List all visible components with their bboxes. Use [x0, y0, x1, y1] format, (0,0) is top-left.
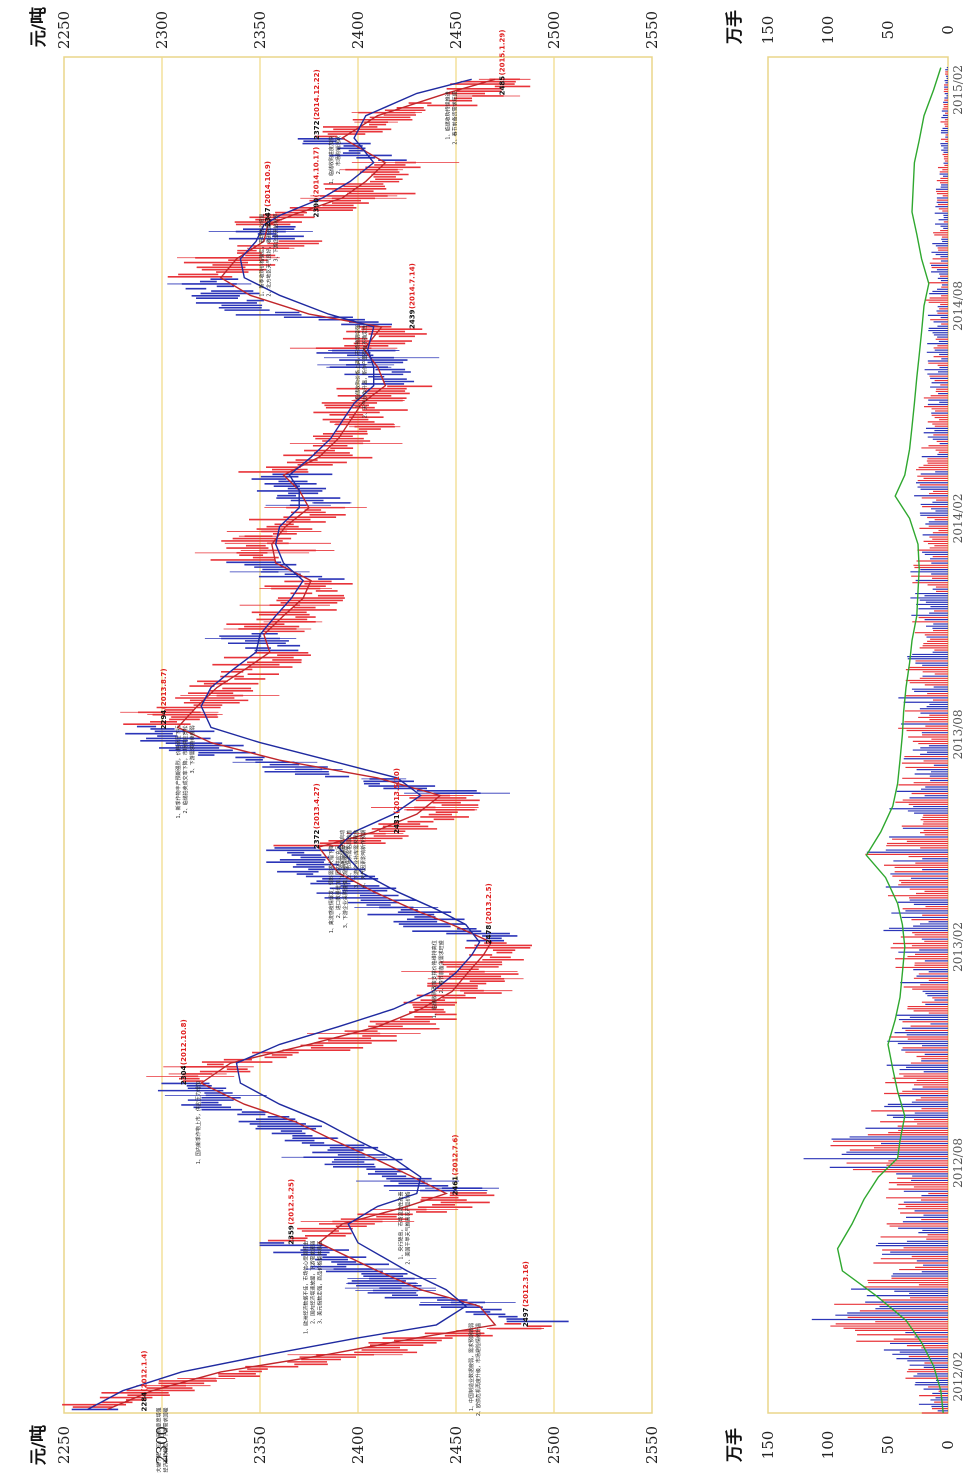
- price-tick-label-top: 2450: [447, 11, 465, 49]
- volume-tick-label-top: 50: [879, 20, 897, 39]
- annotation-value: 2372: [313, 830, 321, 850]
- annotation-text: 2、进口数量增加，国内供应充足: [335, 845, 342, 918]
- annotation-text: 3、下游企业补库需求释放: [353, 830, 360, 888]
- annotation-text: 2、临储拍卖成交率下降，市场供应宽松: [182, 725, 189, 813]
- annotation-text: 2、春节前备货需求旺盛: [438, 940, 445, 993]
- annotation-date: (2012.1.4): [141, 1351, 149, 1392]
- annotation-text: 1、临储收购政策支撑价格维持高位: [431, 940, 438, 1018]
- price-tick-label-bottom: 2250: [55, 1426, 73, 1464]
- annotation-date: (2014.10.17): [312, 147, 320, 198]
- annotation-text: 2、市场购销活跃: [335, 136, 342, 174]
- annotation-value: 2461: [452, 1176, 460, 1196]
- annotation-date: (2013.4.27): [313, 783, 321, 829]
- price-tick-label-bottom: 2400: [349, 1426, 367, 1464]
- price-tick-label-top: 2250: [55, 11, 73, 49]
- price-unit-label-top: 元/吨: [28, 7, 49, 47]
- volume-tick-label-bottom: 100: [819, 1431, 837, 1460]
- annotation-text: 2、天气炒作升温，新作产量存在不确定性: [361, 325, 368, 418]
- volume-x-tick-label: 2015/02: [951, 65, 964, 115]
- volume-x-tick-label: 2012/02: [951, 1352, 964, 1402]
- price-tick-label-bottom: 2350: [251, 1426, 269, 1464]
- annotation-value: 2359: [288, 1225, 296, 1245]
- annotation-date: (2014.7.14): [408, 263, 416, 309]
- price-unit-label-bottom: 元/吨: [28, 1425, 49, 1465]
- annotation-text: 2、北方地区天气良好，收割进度加快: [265, 213, 272, 296]
- volume-x-tick-label: 2013/08: [951, 709, 964, 759]
- annotation-text: 3、下游企业开始补库: [272, 213, 279, 261]
- annotation-text: 2、国内经济形势稳定，下游需求回暖: [163, 1407, 170, 1473]
- price-tick-label-top: 2500: [545, 11, 563, 49]
- volume-tick-label-top: 100: [819, 16, 837, 45]
- annotation-value: 2390: [312, 198, 320, 218]
- annotation-value: 2372: [313, 120, 321, 140]
- annotation-text: 4、天气因素影响新作预期: [360, 830, 367, 888]
- volume-unit-label-bottom: 万手: [724, 1428, 745, 1463]
- price-tick-label-bottom: 2500: [545, 1426, 563, 1464]
- annotation-text: 1、临储收购进度加快: [328, 136, 335, 184]
- price-tick-label-bottom: 2550: [643, 1426, 661, 1464]
- annotation-text: 3、下游需求持续疲弱: [189, 725, 196, 773]
- annotation-text: 2、美国干旱天气推高农产品价格: [405, 1191, 412, 1264]
- annotation-text: 2、欧债危机再度升级，市场避险情绪升温: [475, 1323, 482, 1416]
- annotation-value: 2497: [522, 1307, 530, 1327]
- annotation-text: 2、春节前备货需求旺盛: [452, 91, 459, 144]
- annotation-date: (2013.5.10): [393, 768, 401, 814]
- annotation-text: 1、禽流感疫情爆发，饲料需求大幅下降: [328, 845, 335, 933]
- price-panel: 2550 2550 2500 2500 2450 2450 2400 2400 2350 2350…: [28, 7, 661, 1473]
- annotation-text: 3、下游企业采购谨慎，观望情绪浓厚: [342, 845, 349, 928]
- volume-x-tick-label: 2013/02: [951, 922, 964, 972]
- annotation-value: 2439: [408, 309, 416, 329]
- price-tick-label-top: 2300: [153, 11, 171, 49]
- price-tick-label-bottom: 2300: [153, 1426, 171, 1464]
- annotation-text: 1、中国制造业数据疲弱，需求预期转弱: [468, 1323, 475, 1411]
- annotation-value: 2347: [264, 207, 272, 227]
- annotation-text: 2、国内经济增速放缓，下游需求疲弱: [310, 1241, 317, 1324]
- annotation-date: (2012.3.16): [522, 1261, 530, 1307]
- volume-tick-label-bottom: 0: [939, 1440, 957, 1450]
- volume-x-tick-label: 2012/08: [951, 1138, 964, 1188]
- annotation-text: 3、美元指数走强，商品价格整体承压: [317, 1241, 324, 1324]
- volume-panel: 150150100100505000万手万手2012/022012/082013…: [724, 10, 964, 1463]
- volume-tick-label-top: 150: [759, 16, 777, 45]
- volume-tick-label-top: 0: [939, 25, 957, 35]
- annotation-date: (2015.1.29): [499, 30, 507, 76]
- volume-tick-label-bottom: 50: [879, 1435, 897, 1454]
- annotation-value: 2304: [180, 1065, 188, 1085]
- annotation-date: (2012.7.6): [452, 1135, 460, 1176]
- volume-unit-label-top: 万手: [724, 10, 745, 45]
- volume-x-tick-label: 2014/02: [951, 493, 964, 543]
- annotation-date: (2014.10.9): [264, 161, 272, 207]
- volume-x-tick-label: 2014/08: [951, 281, 964, 331]
- annotation-date: (2012.10.8): [180, 1019, 188, 1065]
- price-tick-label-top: 2550: [643, 11, 661, 49]
- annotation-value: 2431: [393, 814, 401, 834]
- price-tick-label-top: 2400: [349, 11, 367, 49]
- annotation-text: 1、新季收购价格确定，市场信心恢复: [258, 213, 265, 296]
- price-tick-label-bottom: 2450: [447, 1426, 465, 1464]
- annotation-text: 1、新季作物丰产预期强烈，价格承压下行: [175, 725, 182, 818]
- annotation-text: 1、进口价格大幅下降，工厂采购意愿增强: [156, 1407, 163, 1473]
- open-interest-line: [836, 67, 944, 1414]
- annotation-date: (2012.5.25): [288, 1179, 296, 1225]
- annotation-text: 1、临储收购持续推进: [445, 91, 452, 139]
- annotation-text: 1、央行降息，市场流动性改善: [398, 1191, 405, 1259]
- ma-short-line: [106, 78, 497, 1411]
- volume-plot-frame: [767, 56, 949, 1414]
- annotation-date: (2013.8.7): [160, 668, 168, 709]
- annotation-value: 2485: [499, 76, 507, 96]
- annotation-text: 1、国家临储拍卖启动: [339, 830, 346, 878]
- volume-tick-label-bottom: 150: [759, 1431, 777, 1460]
- annotation-value: 2294: [160, 710, 168, 730]
- annotation-text: 1、国内新季作物上市，供应压力增加: [195, 1081, 202, 1164]
- annotation-text: 1、临储收购价格上调，市场预期增强: [354, 325, 361, 408]
- annotation-value: 2478: [485, 925, 493, 945]
- annotation-text: 1、欧洲经济数据不佳，市场信心受到打击: [303, 1241, 310, 1334]
- price-tick-label-top: 2350: [251, 11, 269, 49]
- annotation-date: (2014.12.22): [313, 69, 321, 120]
- ma-long-line: [87, 78, 481, 1411]
- annotation-value: 2284: [141, 1392, 149, 1412]
- annotation-text: 2、市场供需格局改善: [346, 830, 353, 878]
- annotation-date: (2013.2.5): [485, 883, 493, 924]
